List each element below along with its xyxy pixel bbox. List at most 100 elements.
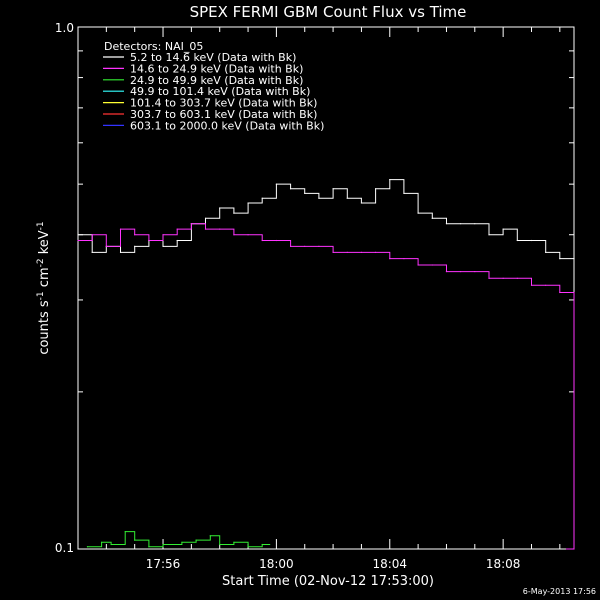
y-tick-label-top: 1.0 — [55, 21, 74, 35]
data-point — [502, 277, 504, 279]
data-point — [91, 234, 93, 236]
data-point — [360, 202, 363, 204]
data-point — [91, 251, 93, 253]
data-point — [148, 239, 150, 242]
data-point — [247, 202, 249, 204]
legend-entry-label: 24.9 to 49.9 keV (Data with Bk) — [130, 74, 303, 87]
data-point — [247, 234, 249, 236]
data-point — [530, 284, 533, 286]
plot-frame — [77, 26, 575, 550]
data-point — [209, 535, 211, 537]
data-point — [516, 239, 518, 242]
y-label-main: counts s — [37, 300, 52, 355]
data-point — [389, 258, 391, 260]
x-axis — [77, 27, 561, 549]
data-point — [119, 251, 122, 253]
data-point — [332, 188, 334, 190]
series-line-0 — [78, 179, 574, 260]
data-point — [134, 539, 136, 541]
data-point — [233, 541, 235, 543]
data-point — [360, 251, 363, 253]
data-point — [474, 223, 476, 225]
data-point — [181, 541, 183, 543]
legend-entry-label: 101.4 to 303.7 keV (Data with Bk) — [130, 97, 317, 110]
x-tick-labels: 17:56 18:00 18:04 18:08 — [146, 557, 521, 571]
data-point — [134, 245, 136, 247]
timestamp-stamp: 6-May-2013 17:56 — [523, 587, 596, 596]
data-point — [101, 541, 103, 543]
legend: Detectors: NAI_05 5.2 to 14.6 keV (Data … — [103, 40, 324, 132]
data-point — [289, 188, 292, 190]
data-point — [346, 251, 348, 253]
data-point — [559, 291, 561, 294]
y-label-mid: cm — [37, 267, 52, 291]
legend-entry-label: 603.1 to 2000.0 keV (Data with Bk) — [130, 119, 324, 132]
data-point — [474, 270, 476, 273]
data-point — [162, 543, 164, 546]
data-point — [219, 228, 221, 230]
x-tick-label: 18:08 — [486, 557, 521, 571]
data-point — [162, 234, 164, 236]
data-point — [105, 245, 107, 247]
data-point — [162, 245, 164, 247]
data-point — [304, 192, 306, 194]
data-point — [346, 197, 348, 199]
data-point — [304, 245, 306, 247]
data-point — [261, 543, 263, 546]
series-layer — [77, 179, 575, 550]
data-point — [460, 270, 462, 273]
data-point — [545, 251, 547, 253]
y-label-sup3: -1 — [36, 221, 46, 230]
data-point — [431, 264, 433, 266]
data-point — [460, 223, 462, 225]
data-point — [233, 212, 235, 214]
x-axis-label: Start Time (02-Nov-12 17:53:00) — [222, 574, 434, 589]
y-tick-label-bottom: 0.1 — [55, 541, 74, 555]
data-point — [445, 223, 448, 225]
data-point — [488, 277, 490, 279]
data-point — [119, 228, 122, 230]
data-point — [417, 212, 419, 214]
data-point — [332, 251, 334, 253]
data-point — [86, 546, 89, 548]
data-point — [176, 239, 178, 242]
chart-title: SPEX FERMI GBM Count Flux vs Time — [190, 3, 467, 21]
y-label-sup2: -2 — [36, 258, 46, 267]
data-point — [261, 197, 263, 199]
x-tick-label: 17:56 — [146, 557, 181, 571]
data-point — [403, 192, 405, 194]
data-point — [530, 239, 533, 242]
data-point — [124, 530, 126, 533]
data-point — [247, 546, 249, 548]
data-point — [261, 239, 263, 242]
data-point — [545, 284, 547, 286]
legend-title: Detectors: NAI_05 — [104, 40, 203, 53]
data-point — [219, 543, 221, 546]
legend-entry-label: 14.6 to 24.9 keV (Data with Bk) — [130, 62, 303, 75]
data-point — [573, 258, 575, 260]
data-point — [516, 277, 518, 279]
legend-entry-label: 303.7 to 603.1 keV (Data with Bk) — [130, 108, 317, 121]
data-point — [502, 228, 504, 230]
data-point — [176, 228, 178, 230]
data-point — [190, 223, 192, 225]
data-point — [289, 245, 292, 247]
legend-entry-label: 5.2 to 14.6 keV (Data with Bk) — [130, 51, 296, 64]
data-point — [110, 543, 112, 546]
data-point — [77, 239, 79, 242]
data-point — [389, 179, 391, 181]
data-point — [431, 217, 433, 219]
data-point — [559, 258, 561, 260]
data-point — [403, 258, 405, 260]
y-axis-label: counts s-1 cm-2 keV-1 — [36, 221, 52, 354]
data-point — [233, 234, 235, 236]
y-label-kev: keV — [37, 230, 52, 258]
data-point — [77, 234, 79, 236]
data-point — [445, 270, 448, 273]
data-point — [204, 217, 207, 219]
data-point — [219, 207, 221, 209]
x-tick-label: 18:04 — [372, 557, 407, 571]
data-point — [488, 234, 490, 236]
data-point — [318, 197, 320, 199]
